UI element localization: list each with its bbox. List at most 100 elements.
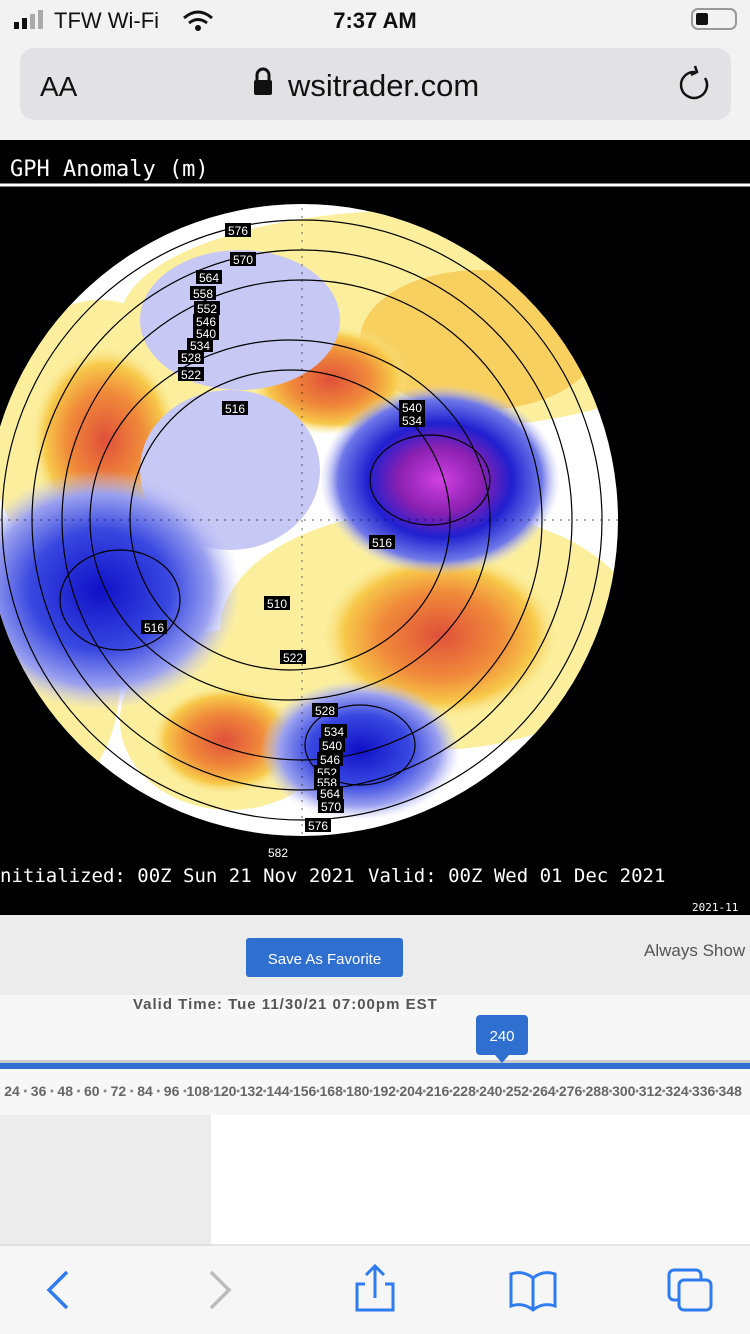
contour-label-box (178, 367, 204, 381)
hour-separator (662, 1089, 666, 1093)
hour-separator (183, 1089, 187, 1093)
contour-label-box (225, 223, 251, 237)
hour-label: 72 (111, 1083, 127, 1099)
initialized-time: nitialized: 00Z Sun 21 Nov 2021 (0, 865, 355, 887)
contour-label: 516 (372, 536, 392, 550)
hour-separator (502, 1089, 506, 1093)
contour-label-box (190, 286, 216, 300)
slider-fill[interactable] (0, 1063, 750, 1069)
hour-separator (236, 1089, 240, 1093)
hour-separator (369, 1089, 373, 1093)
forward-button[interactable] (209, 1270, 232, 1310)
hour-label: 312 (639, 1083, 663, 1099)
contour-label-box (222, 401, 248, 415)
contour-label: 522 (181, 368, 201, 382)
hour-label: 144 (266, 1083, 290, 1099)
signal-icon (14, 10, 43, 29)
contour-label: 558 (193, 287, 213, 301)
hour-label: 96 (164, 1083, 180, 1099)
contour-label-box (178, 350, 204, 364)
slider-handle[interactable] (476, 1015, 528, 1055)
hour-separator (316, 1089, 320, 1093)
contour-label-box (369, 535, 395, 549)
lock-icon (254, 67, 272, 95)
hour-separator (289, 1089, 293, 1093)
contour-label-box (194, 301, 220, 315)
hour-label: 168 (320, 1083, 344, 1099)
contour-label-box (312, 703, 338, 717)
timeline-panel (0, 995, 750, 1115)
contour-label: 540 (196, 327, 216, 341)
hour-label: 348 (719, 1083, 743, 1099)
favorite-button-label[interactable]: Save As Favorite (268, 951, 381, 968)
always-show-option[interactable]: Always Show (644, 941, 746, 960)
contour-label-box (319, 738, 345, 752)
hour-label: 240 (479, 1083, 503, 1099)
contour-label-box (317, 752, 343, 766)
contour-label-box (321, 724, 347, 738)
hour-scale: 24 36 48 60 72 84 96 108 120 132 144 156 168 180 192 20… (4, 1083, 742, 1099)
hour-label: 276 (559, 1083, 583, 1099)
hour-separator (130, 1089, 134, 1093)
url[interactable]: wsitrader.com (287, 68, 479, 103)
contour-label: 546 (196, 315, 216, 329)
slider-value: 240 (489, 1028, 514, 1045)
carrier: TFW Wi-Fi (54, 8, 159, 33)
contour-label-box (230, 252, 256, 266)
tabs-button[interactable] (667, 1268, 713, 1312)
hour-separator (529, 1089, 533, 1093)
hour-separator (635, 1089, 639, 1093)
hour-label: 108 (187, 1083, 211, 1099)
content-area (211, 1115, 750, 1245)
contour-label: 576 (308, 819, 328, 833)
contour-label: 528 (181, 351, 201, 365)
contour-label-box (280, 650, 306, 664)
valid-time-map: Valid: 00Z Wed 01 Dec 2021 (368, 865, 665, 887)
hour-label: 324 (665, 1083, 689, 1099)
hour-label: 192 (373, 1083, 397, 1099)
contour-label-box (187, 338, 213, 352)
contour-label: 516 (225, 402, 245, 416)
hour-label: 216 (426, 1083, 450, 1099)
slider-track (0, 1060, 750, 1063)
contour-label: 564 (199, 271, 219, 285)
contour-label: 570 (233, 253, 253, 267)
hour-label: 264 (532, 1083, 556, 1099)
bookmarks-button[interactable] (509, 1271, 557, 1312)
hour-separator (396, 1089, 400, 1093)
text-size-button[interactable]: AA (40, 71, 78, 102)
hour-separator (210, 1089, 213, 1093)
clock: 7:37 AM (333, 8, 417, 33)
back-button[interactable] (46, 1270, 69, 1310)
share-button[interactable] (355, 1263, 395, 1312)
address-bar[interactable] (20, 48, 731, 120)
hour-label: 132 (240, 1083, 264, 1099)
contour-label-box (265, 845, 291, 859)
favorite-button[interactable] (246, 938, 403, 977)
contour-label-box (399, 400, 425, 414)
contour-label: 540 (322, 739, 342, 753)
hour-separator (103, 1089, 107, 1093)
hour-separator (422, 1089, 426, 1093)
contour-label-box (318, 799, 344, 813)
hour-label: 24 (4, 1083, 20, 1099)
reload-button[interactable] (679, 65, 709, 100)
hour-label: 204 (399, 1083, 423, 1099)
hour-separator (476, 1089, 479, 1093)
battery-icon (691, 8, 737, 30)
hour-label: 60 (84, 1083, 100, 1099)
contour-label-box (399, 413, 425, 427)
contour-label: 534 (190, 339, 210, 353)
hour-label: 48 (57, 1083, 73, 1099)
hour-label: 84 (137, 1083, 153, 1099)
contour-label: 528 (315, 704, 335, 718)
hour-separator (715, 1089, 719, 1093)
contour-label-box (314, 775, 340, 789)
contour-label: 510 (267, 597, 287, 611)
contour-label: 516 (144, 621, 164, 635)
contour-label-box (305, 818, 331, 832)
